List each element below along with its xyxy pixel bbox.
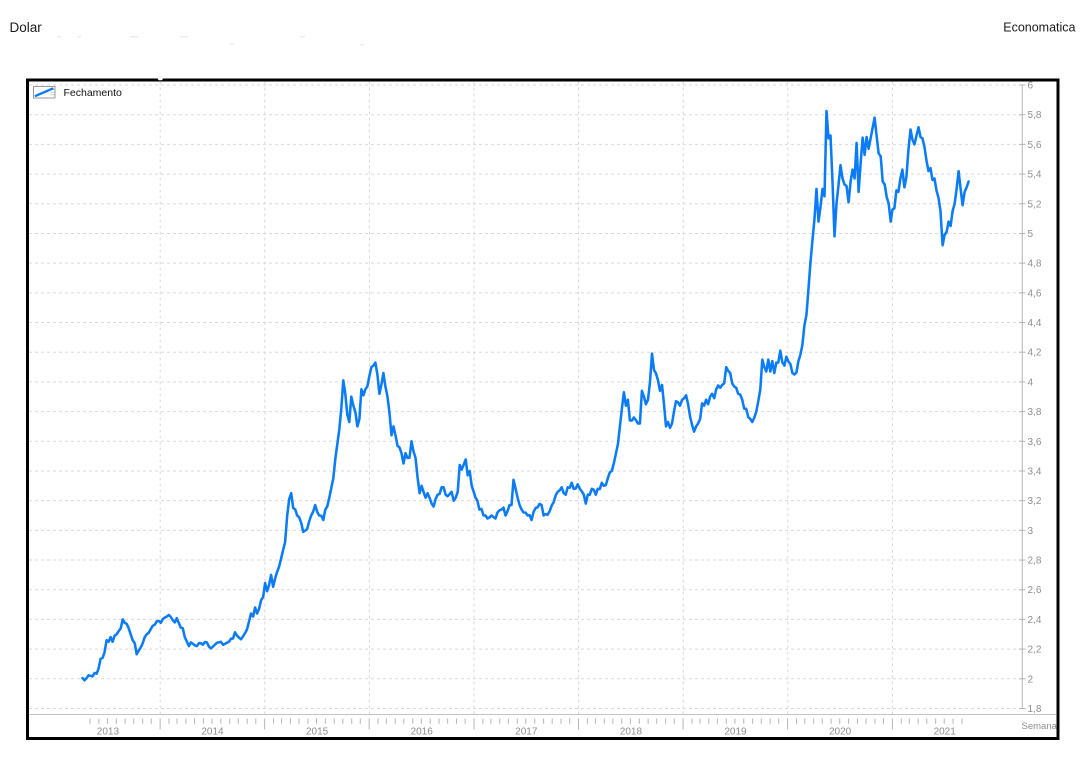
svg-text:5,8: 5,8 (1028, 110, 1042, 121)
svg-text:2015: 2015 (306, 727, 329, 738)
svg-text:3,2: 3,2 (1028, 496, 1042, 507)
svg-text:4,4: 4,4 (1028, 318, 1042, 329)
svg-text:4,2: 4,2 (1028, 348, 1042, 359)
svg-text:5,2: 5,2 (1028, 199, 1042, 210)
svg-text:2,2: 2,2 (1028, 645, 1042, 656)
svg-text:Fechamento: Fechamento (64, 87, 123, 99)
svg-text:6: 6 (1028, 81, 1034, 92)
svg-text:5: 5 (1028, 229, 1034, 240)
svg-text:3,4: 3,4 (1028, 466, 1042, 477)
svg-text:3: 3 (1028, 526, 1034, 537)
svg-text:2,8: 2,8 (1028, 556, 1042, 567)
svg-text:Dolar: Dolar (10, 20, 43, 35)
svg-text:Economatica: Economatica (1003, 21, 1075, 35)
svg-text:5,6: 5,6 (1028, 140, 1042, 151)
svg-text:4,6: 4,6 (1028, 288, 1042, 299)
svg-text:2014: 2014 (201, 727, 224, 738)
svg-text:2018: 2018 (620, 727, 643, 738)
svg-text:5,4: 5,4 (1028, 170, 1042, 181)
svg-text:2,4: 2,4 (1028, 615, 1042, 626)
svg-text:2019: 2019 (724, 727, 747, 738)
svg-text:3,8: 3,8 (1028, 407, 1042, 418)
svg-text:2013: 2013 (97, 727, 120, 738)
svg-text:4,8: 4,8 (1028, 259, 1042, 270)
svg-text:Semana: Semana (1022, 721, 1058, 732)
svg-text:3,6: 3,6 (1028, 437, 1042, 448)
svg-text:2: 2 (1028, 674, 1034, 685)
svg-text:2021: 2021 (934, 727, 957, 738)
svg-text:2020: 2020 (829, 727, 852, 738)
svg-text:2,6: 2,6 (1028, 585, 1042, 596)
svg-text:2017: 2017 (515, 727, 538, 738)
svg-text:1,8: 1,8 (1028, 704, 1042, 715)
svg-text:2016: 2016 (411, 727, 434, 738)
svg-text:4: 4 (1028, 377, 1034, 388)
